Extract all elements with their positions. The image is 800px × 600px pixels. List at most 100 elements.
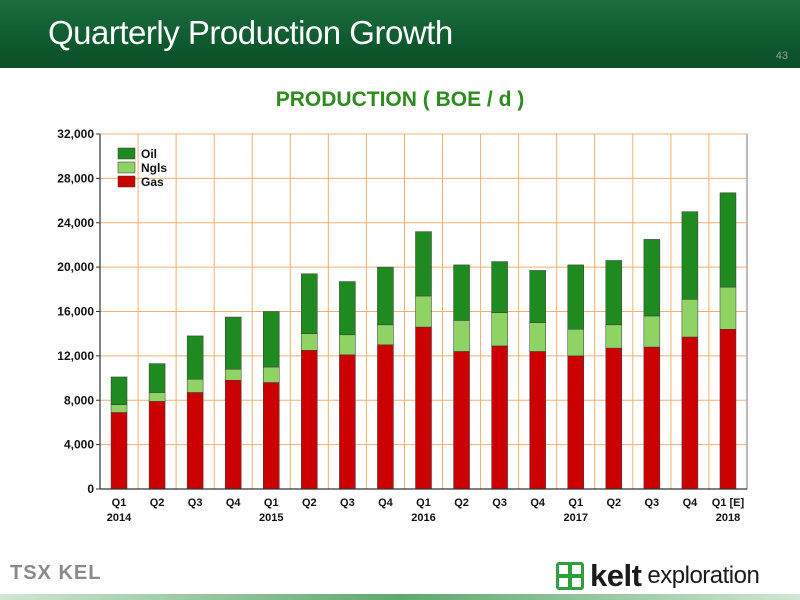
x-tick-year-label: 2017 — [563, 512, 587, 524]
bar-gas — [719, 329, 737, 490]
bar-ngls — [415, 295, 432, 328]
page-title: Quarterly Production Growth — [48, 14, 453, 51]
x-tick-year-label: 2018 — [716, 512, 740, 524]
bar-oil — [186, 335, 204, 380]
y-tick-label: 4,000 — [64, 438, 94, 452]
bar-oil — [263, 311, 280, 368]
y-tick-label: 12,000 — [57, 349, 94, 363]
bar-ngls — [453, 320, 470, 352]
bar-oil — [377, 266, 394, 326]
bar-ngls — [148, 392, 166, 402]
x-tick-label: Q1 — [112, 497, 127, 509]
bar-oil — [529, 270, 546, 323]
legend-swatch-ngls — [117, 161, 136, 174]
bar-gas — [415, 326, 432, 490]
x-tick-year-label: 2016 — [411, 512, 435, 524]
bar-oil — [415, 231, 432, 297]
header-bar: Quarterly Production Growth 43 — [0, 0, 800, 68]
bar-gas — [339, 354, 356, 490]
bar-ngls — [224, 368, 242, 381]
bar-ngls — [567, 329, 584, 357]
y-tick-label: 0 — [87, 482, 94, 496]
bar-gas — [567, 355, 584, 490]
bar-ngls — [301, 333, 318, 351]
x-tick-label: Q4 — [530, 497, 546, 509]
legend-label: Oil — [141, 147, 157, 161]
y-tick-label: 16,000 — [57, 305, 94, 319]
bar-ngls — [605, 324, 623, 349]
bar-gas — [529, 351, 546, 490]
bar-gas — [301, 350, 318, 490]
legend-label: Gas — [141, 175, 164, 189]
legend-swatch-gas — [117, 175, 136, 188]
bar-ngls — [186, 378, 204, 393]
bar-ngls — [643, 315, 661, 348]
y-tick-label: 20,000 — [57, 260, 94, 274]
kelt-logo: kelt exploration — [556, 556, 760, 596]
bar-oil — [148, 363, 166, 393]
bar-gas — [148, 401, 166, 490]
brand-subtitle: exploration — [647, 562, 760, 589]
x-tick-label: Q3 — [492, 497, 507, 509]
bar-gas — [377, 344, 394, 490]
x-tick-label: Q2 — [150, 497, 165, 509]
bar-gas — [110, 412, 128, 490]
x-tick-label: Q3 — [340, 497, 355, 509]
x-tick-label: Q1 [E] — [712, 497, 745, 509]
legend-label: Ngls — [141, 161, 167, 175]
bar-oil — [453, 264, 470, 321]
x-tick-label: Q3 — [188, 497, 203, 509]
bar-ngls — [339, 334, 356, 356]
tsx-logo: TSX KEL — [10, 562, 102, 584]
bar-oil — [491, 261, 508, 313]
bar-oil — [301, 273, 318, 334]
legend-swatch-oil — [117, 147, 136, 160]
bar-gas — [224, 380, 242, 490]
x-tick-label: Q2 — [606, 497, 621, 509]
bar-gas — [491, 345, 508, 490]
bar-ngls — [719, 286, 737, 330]
bar-oil — [719, 192, 737, 288]
y-tick-label: 28,000 — [57, 171, 94, 185]
bar-gas — [453, 351, 470, 490]
bars — [110, 192, 737, 490]
x-tick-label: Q2 — [454, 497, 469, 509]
brand-name: kelt — [590, 558, 642, 593]
x-tick-label: Q4 — [683, 497, 699, 509]
bar-oil — [567, 264, 584, 330]
bar-gas — [263, 382, 280, 490]
bar-oil — [681, 211, 699, 300]
bar-oil — [224, 316, 242, 370]
bar-ngls — [263, 366, 280, 383]
bar-gas — [681, 336, 699, 490]
footer-bar — [0, 594, 800, 600]
bar-gas — [186, 392, 204, 490]
bar-oil — [110, 376, 128, 405]
bar-oil — [643, 239, 661, 317]
x-tick-year-label: 2014 — [107, 512, 132, 524]
x-tick-label: Q1 — [264, 497, 279, 509]
page-number: 43 — [775, 50, 788, 62]
bar-ngls — [377, 324, 394, 346]
bar-oil — [339, 281, 356, 336]
chart-title: PRODUCTION ( BOE / d ) — [275, 88, 525, 111]
x-tick-label: Q4 — [378, 497, 394, 509]
x-tick-label: Q1 — [568, 497, 583, 509]
x-tick-label: Q3 — [645, 497, 660, 509]
bar-oil — [605, 260, 623, 326]
x-tick-year-label: 2015 — [259, 512, 283, 524]
bar-ngls — [491, 312, 508, 347]
bar-ngls — [110, 404, 128, 413]
bar-gas — [605, 347, 623, 490]
bar-ngls — [529, 322, 546, 352]
y-tick-label: 32,000 — [57, 127, 94, 141]
bar-ngls — [681, 299, 699, 338]
x-tick-label: Q2 — [302, 497, 317, 509]
bar-gas — [643, 346, 661, 490]
y-tick-label: 8,000 — [64, 393, 94, 407]
x-tick-label: Q4 — [226, 497, 242, 509]
knot-icon — [556, 562, 584, 590]
y-tick-label: 24,000 — [57, 216, 94, 230]
